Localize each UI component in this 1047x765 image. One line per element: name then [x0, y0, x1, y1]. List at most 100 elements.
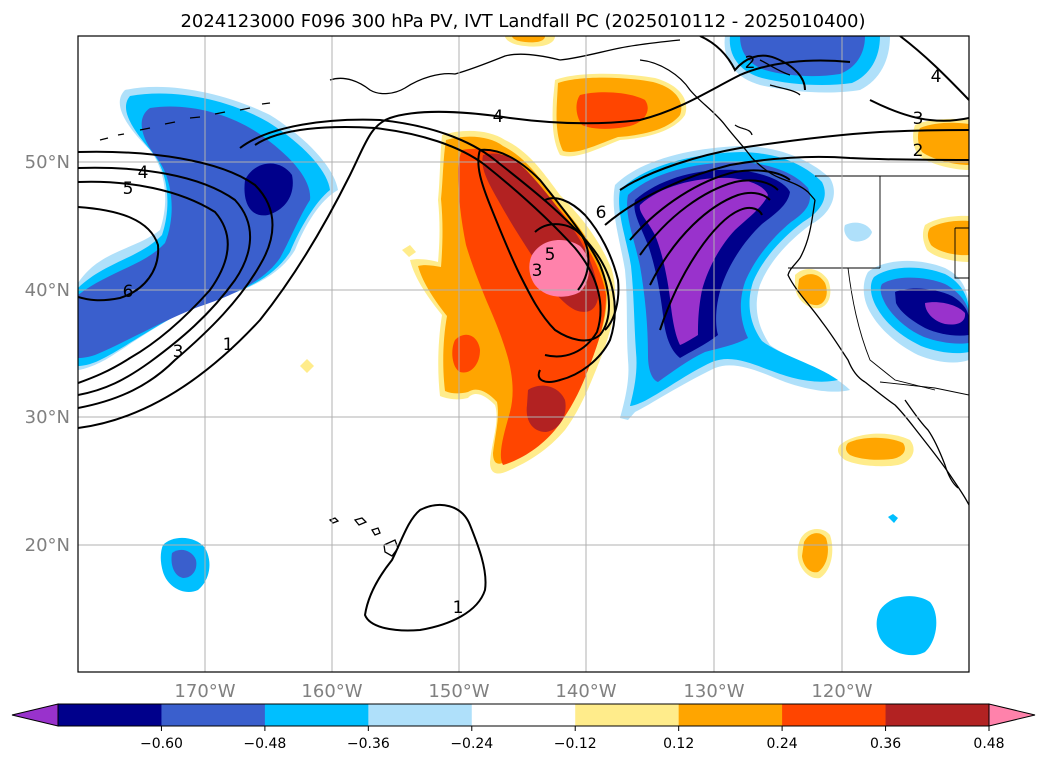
lon-tick-label: 170°W — [174, 681, 235, 702]
colorbar-segment — [678, 704, 783, 726]
colorbar-tick-label: 0.12 — [663, 736, 694, 752]
lon-tick-label: 130°W — [683, 681, 744, 702]
contour-label: 2 — [913, 141, 924, 161]
colorbar-tick-label: −0.36 — [347, 736, 390, 752]
ivt-contour-line — [78, 59, 851, 429]
negative-anomaly-region — [876, 596, 937, 656]
lat-tick-label: 30°N — [25, 407, 70, 428]
colorbar-segment — [264, 704, 369, 726]
ivt-contour-line — [239, 118, 616, 383]
colorbar-tick-label: −0.60 — [140, 736, 183, 752]
ivt-contour-line — [619, 129, 969, 191]
ivt-contour-line — [534, 223, 590, 291]
positive-anomaly-region — [526, 385, 566, 432]
ivt-contour-line — [477, 148, 610, 342]
ivt-contour-line — [649, 191, 771, 286]
ivt-contour-line — [659, 206, 763, 331]
contour-label: 5 — [545, 245, 556, 265]
ivt-contour-line — [78, 206, 160, 302]
ivt-contour-line — [78, 150, 274, 409]
negative-anomaly-region — [925, 302, 966, 325]
ivt-contour-labels: 4 5 6 3 1 4 6 5 3 1 2 3 2 4 — [123, 53, 942, 618]
colorbar-tick-label: −0.24 — [450, 736, 493, 752]
ivt-contours — [78, 36, 969, 632]
state-border — [847, 267, 936, 391]
negative-anomaly-region — [888, 514, 898, 523]
north-coast — [559, 39, 681, 61]
west-coast-coastline — [787, 199, 866, 383]
colorbar-tick-label: 0.36 — [870, 736, 901, 752]
ivt-contour-line — [639, 179, 779, 256]
lon-tick-label: 140°W — [555, 681, 616, 702]
colorbar-tick-label: 0.24 — [767, 736, 798, 752]
contour-label: 6 — [596, 203, 607, 223]
colorbar-extend-right — [988, 703, 1036, 727]
ivt-contour-line — [363, 504, 487, 632]
colorbar-tick-label: −0.12 — [554, 736, 597, 752]
contour-label: 5 — [123, 179, 134, 199]
contour-label: 3 — [913, 109, 924, 129]
lat-tick-label: 40°N — [25, 280, 70, 301]
positive-anomaly-region — [402, 245, 416, 257]
contour-label: 4 — [138, 163, 149, 183]
positive-anomaly-region — [576, 92, 648, 129]
ivt-contour-line — [699, 36, 806, 91]
positive-anomaly-region — [802, 533, 828, 573]
colorbar-tick-label: 0.48 — [973, 736, 1004, 752]
lat-tick-label: 50°N — [25, 152, 70, 173]
alaska-panhandle-coast — [639, 59, 816, 201]
positive-anomaly-region — [300, 359, 314, 373]
map-panel: 4 5 6 3 1 4 6 5 3 1 2 3 2 4 — [78, 36, 969, 672]
colorbar-segments — [58, 704, 990, 726]
colorbar-segment — [885, 704, 990, 726]
negative-anomaly-region — [244, 163, 293, 216]
ivt-contour-line — [78, 180, 229, 384]
hawaii-islands — [328, 517, 399, 557]
contour-label: 4 — [931, 67, 942, 87]
ivt-contour-line — [604, 155, 969, 226]
negative-anomaly-region — [78, 106, 311, 358]
alaska-coastline — [329, 53, 561, 95]
contour-label: 4 — [493, 107, 504, 127]
negative-anomaly-region — [844, 222, 872, 242]
colorbar: −0.60 −0.48 −0.36 −0.24 −0.12 0.12 0.24 0.36 0.4… — [11, 703, 1036, 752]
ivt-contour-line — [869, 99, 969, 122]
colorbar-segment — [161, 704, 266, 726]
longitude-labels: 170°W 160°W 150°W 140°W 130°W 120°W — [174, 681, 872, 702]
lon-tick-label: 160°W — [301, 681, 362, 702]
contour-label: 6 — [123, 282, 134, 302]
positive-anomaly-region — [529, 239, 589, 297]
lat-tick-label: 20°N — [25, 535, 70, 556]
map-title: 2024123000 F096 300 hPa PV, IVT Landfall… — [180, 11, 865, 32]
colorbar-tick-label: −0.48 — [243, 736, 286, 752]
ivt-contour-line — [254, 126, 602, 358]
us-mexico-border — [879, 381, 969, 396]
coastlines — [99, 39, 969, 557]
baja-coastline — [864, 381, 969, 506]
negative-anomaly-region — [171, 549, 197, 578]
colorbar-frame — [57, 703, 990, 727]
canada-islands — [734, 59, 801, 136]
colorbar-segment — [471, 704, 576, 726]
positive-anomaly-region — [917, 122, 969, 165]
ivt-contour-line — [629, 169, 791, 241]
colorbar-segment — [58, 704, 162, 726]
baja-peninsula — [904, 399, 959, 489]
positive-anomaly-region — [845, 437, 905, 460]
contour-label: 1 — [223, 335, 234, 355]
map-frame — [77, 35, 970, 673]
colorbar-segment — [782, 704, 887, 726]
gridlines — [78, 36, 969, 672]
contour-label: 2 — [745, 53, 756, 73]
political-borders — [788, 175, 969, 396]
colorbar-segment — [575, 704, 680, 726]
colorbar-extend-left — [11, 703, 59, 727]
ivt-contour-line — [78, 166, 251, 396]
state-border — [788, 176, 969, 279]
contour-label: 1 — [453, 598, 464, 618]
positive-anomaly-region — [512, 36, 545, 43]
ivt-contour-line — [899, 36, 969, 101]
positive-anomaly-region — [927, 220, 969, 256]
contour-label: 3 — [532, 261, 543, 281]
